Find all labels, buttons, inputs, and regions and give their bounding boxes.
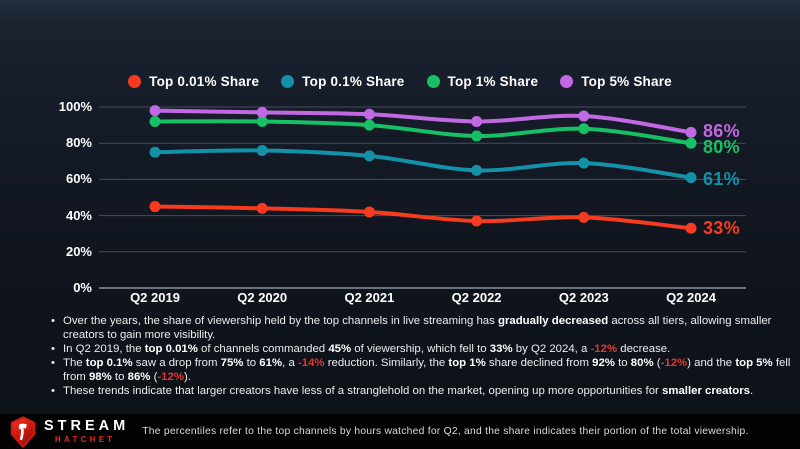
series-line-top-1-share — [153, 119, 693, 146]
data-point-top-0-1-share — [471, 164, 483, 176]
x-axis-label: Q2 2019 — [130, 290, 180, 305]
hatchet-shield-icon — [10, 415, 36, 448]
data-point-top-0-01-share — [578, 211, 590, 223]
note-bullet: The top 0.1% saw a drop from 75% to 61%,… — [50, 356, 792, 384]
y-axis-label: 60% — [65, 171, 92, 187]
data-point-top-0-01-share — [471, 215, 483, 227]
series-line-top-0-1-share — [153, 148, 693, 180]
y-axis-label: 0% — [73, 280, 92, 295]
chart-area: 100% 80% 60% 40% 20% 0% Q2 2019 Q2 2020 Q2 2021 Q… — [0, 99, 800, 315]
notes-list: Over the years, the share of viewership … — [50, 314, 792, 398]
end-value-label-top-0-1-share: 61% — [703, 168, 740, 189]
line-plot — [99, 105, 746, 289]
logo-text-hatchet: HATCHET — [55, 434, 116, 444]
data-point-top-5-share — [578, 110, 590, 122]
y-axis-label: 80% — [65, 135, 92, 151]
chart-legend: Top 0.01% Share Top 0.1% Share Top 1% Shar… — [0, 74, 800, 89]
y-axis-label: 20% — [65, 243, 92, 259]
legend-label: Top 5% Share — [581, 74, 672, 89]
y-axis-label: 40% — [65, 207, 92, 223]
footer-bar: STREAM HATCHET The percentiles refer to … — [0, 414, 800, 449]
data-point-top-0-1-share — [363, 150, 375, 162]
note-bullet: These trends indicate that larger creato… — [50, 384, 792, 398]
x-axis-label: Q2 2023 — [558, 290, 609, 305]
logo-wordmark: STREAM HATCHET — [44, 419, 129, 443]
data-point-top-5-share — [256, 106, 268, 118]
legend-label: Top 0.1% Share — [302, 74, 405, 89]
end-value-label-top-1-share: 80% — [703, 137, 740, 158]
data-point-top-1-share — [578, 123, 590, 135]
logo-text-stream: STREAM — [44, 418, 130, 435]
x-axis-label: Q2 2020 — [237, 290, 288, 305]
data-point-top-0-1-share — [685, 172, 697, 184]
legend-item-top-0-01-share: Top 0.01% Share — [128, 74, 259, 89]
data-point-top-0-01-share — [149, 201, 161, 213]
end-value-label-top-0-01-share: 33% — [703, 218, 740, 239]
data-point-top-0-01-share — [685, 222, 697, 234]
legend-dot-icon — [426, 75, 440, 88]
end-value-label-top-5-share: 86% — [703, 121, 740, 142]
data-point-top-1-share — [471, 130, 483, 142]
series-line-top-0-01-share — [153, 204, 693, 231]
data-point-top-1-share — [363, 119, 375, 131]
data-point-top-0-01-share — [256, 202, 268, 214]
legend-item-top-5-share: Top 5% Share — [560, 74, 672, 89]
legend-item-top-1-share: Top 1% Share — [426, 74, 539, 89]
x-axis-label: Q2 2024 — [666, 290, 716, 305]
data-point-top-0-1-share — [256, 144, 268, 156]
footer-note: The percentiles refer to the top channel… — [142, 426, 749, 437]
data-point-top-5-share — [685, 126, 697, 138]
data-point-top-5-share — [149, 105, 161, 117]
data-point-top-5-share — [363, 108, 375, 120]
note-bullet: In Q2 2019, the top 0.01% of channels co… — [50, 342, 792, 356]
legend-item-top-0-1-share: Top 0.1% Share — [281, 74, 404, 89]
data-point-top-1-share — [256, 115, 268, 127]
legend-label: Top 0.01% Share — [149, 74, 260, 89]
data-point-top-0-1-share — [578, 157, 590, 169]
x-axis-label: Q2 2022 — [451, 290, 502, 305]
data-point-top-1-share — [149, 115, 161, 127]
data-point-top-1-share — [685, 137, 697, 149]
data-point-top-0-01-share — [363, 206, 375, 218]
data-point-top-0-1-share — [149, 146, 161, 158]
y-axis-label: 100% — [58, 99, 92, 114]
note-bullet: Over the years, the share of viewership … — [50, 314, 792, 342]
stream-hatchet-logo: STREAM HATCHET — [9, 415, 129, 448]
data-point-top-5-share — [471, 115, 483, 127]
legend-label: Top 1% Share — [447, 74, 539, 89]
x-axis-label: Q2 2021 — [344, 290, 395, 305]
legend-dot-icon — [128, 75, 142, 88]
series-line-top-5-share — [153, 108, 693, 135]
legend-dot-icon — [281, 75, 295, 88]
legend-dot-icon — [560, 75, 574, 88]
